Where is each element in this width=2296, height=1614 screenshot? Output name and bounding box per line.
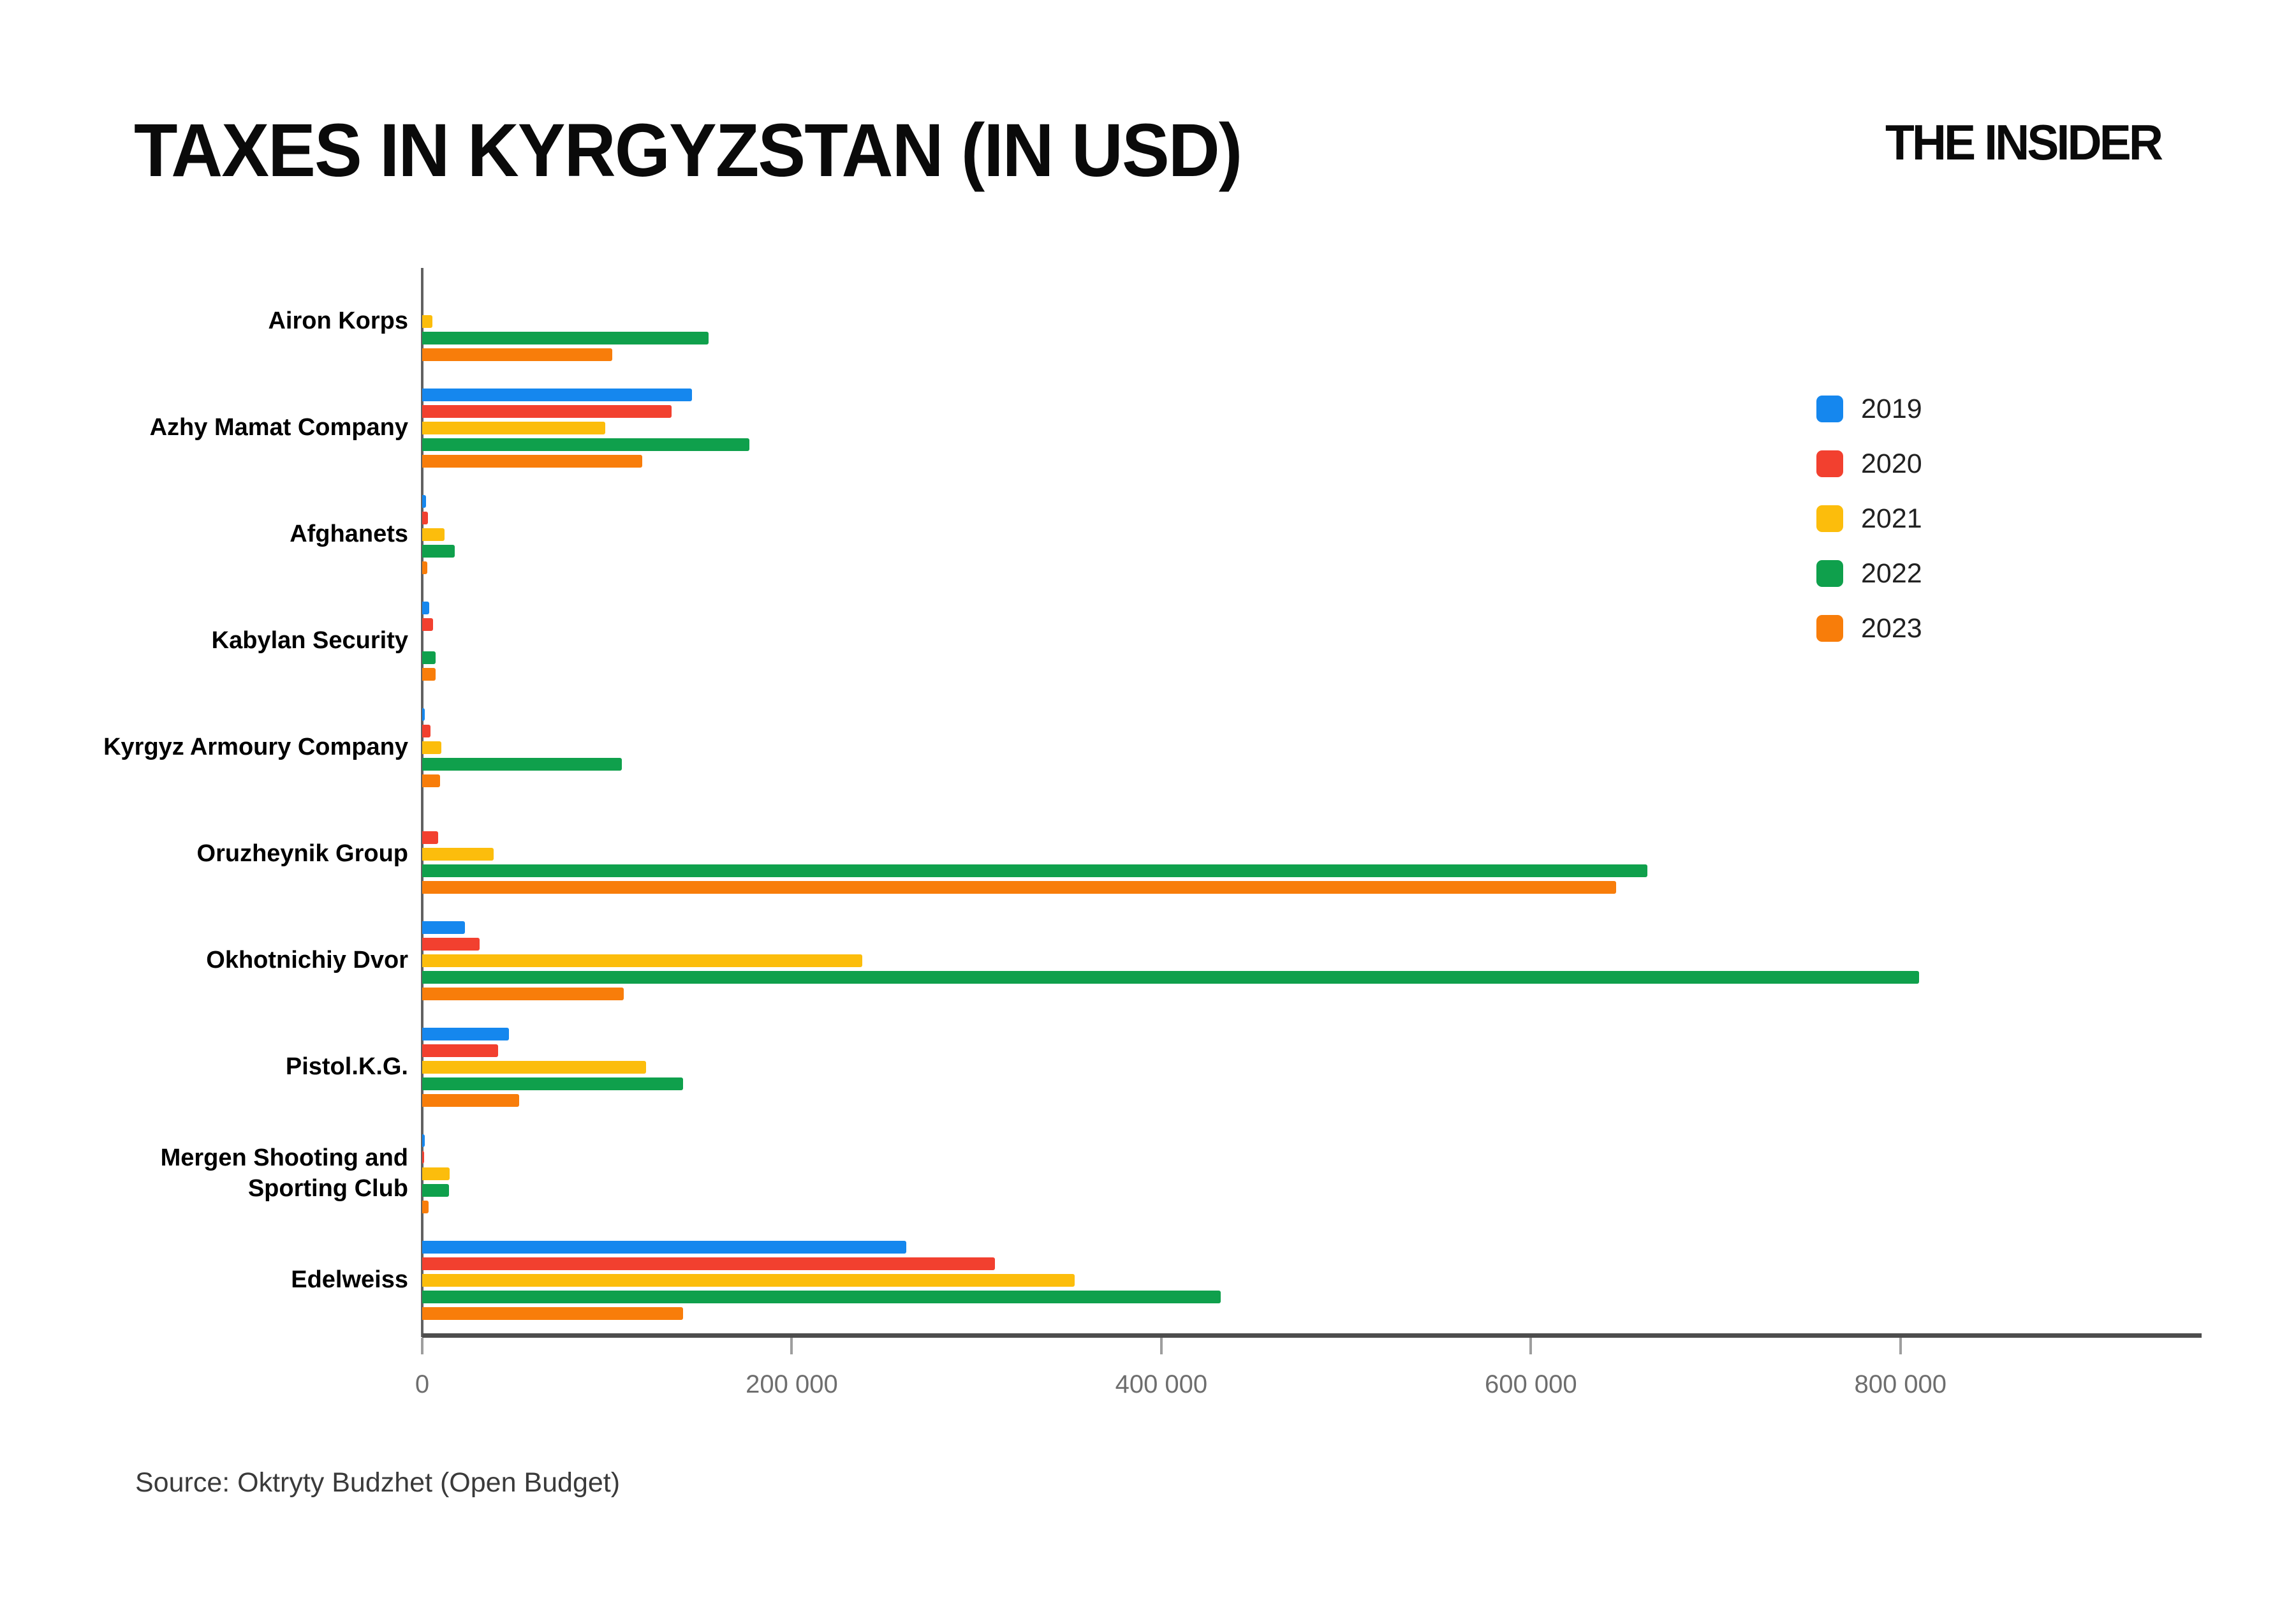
bar-2021 [422,528,445,541]
bar-2019 [422,494,426,508]
bar-2020 [422,1257,996,1270]
bar-2022 [422,651,436,664]
bar-2020 [422,404,672,418]
bar-2022 [422,438,749,451]
x-tick [1899,1338,1902,1354]
legend-label: 2020 [1861,448,1922,479]
y-axis-line [421,268,423,1337]
bar-2021 [422,421,605,434]
legend: 2019 2020 2021 2022 2023 [1816,381,1922,656]
legend-item-2019: 2019 [1816,381,1922,436]
bar-2022 [422,331,709,344]
legend-item-2020: 2020 [1816,436,1922,491]
bar-2023 [422,667,436,681]
bar-2020 [422,937,480,951]
bar-2021 [422,954,862,967]
category-label: Mergen Shooting and Sporting Club [160,1144,408,1202]
bar-2023 [422,987,624,1000]
x-axis-line [422,1333,2202,1338]
legend-item-2023: 2023 [1816,601,1922,656]
bar-2019 [422,1240,907,1254]
bar-2023 [422,348,613,361]
bar-2019 [422,601,429,614]
legend-label: 2019 [1861,393,1922,424]
bar-2021 [422,1060,646,1074]
x-tick-label: 200 000 [746,1370,838,1398]
bar-2022 [422,970,1919,984]
legend-item-2021: 2021 [1816,491,1922,546]
category-label: Oruzheynik Group [196,840,408,867]
x-tick-label: 400 000 [1115,1370,1208,1398]
source-note: Source: Oktryty Budzhet (Open Budget) [135,1467,621,1498]
bar-2022 [422,1077,683,1090]
bar-2020 [422,1150,424,1164]
x-tick-label: 600 000 [1485,1370,1577,1398]
bar-2023 [422,454,642,468]
bar-2020 [422,831,438,844]
x-tick [421,1338,423,1354]
x-tick [790,1338,793,1354]
bar-2019 [422,707,425,721]
bar-2021 [422,1273,1075,1287]
legend-label: 2021 [1861,503,1922,534]
legend-label: 2023 [1861,612,1922,644]
bar-2022 [422,1183,450,1197]
bar-2021 [422,847,494,861]
legend-label: 2022 [1861,558,1922,589]
page-title: TAXES IN KYRGYZSTAN (IN USD) [134,108,1242,193]
category-label: Kyrgyz Armoury Company [103,733,408,760]
bar-2023 [422,561,428,574]
bar-2021 [422,315,432,328]
bar-2020 [422,724,431,737]
bar-2022 [422,864,1647,877]
bar-2023 [422,1307,683,1320]
bar-2019 [422,388,692,401]
bar-2020 [422,511,429,524]
bar-2021 [422,1167,450,1180]
bar-2019 [422,1027,510,1040]
bar-2023 [422,880,1616,894]
legend-item-2022: 2022 [1816,546,1922,601]
category-label: Pistol.K.G. [285,1053,408,1080]
x-tick-label: 800 000 [1854,1370,1947,1398]
bar-2022 [422,1290,1221,1303]
legend-swatch-icon [1816,560,1843,587]
legend-swatch-icon [1816,450,1843,477]
x-tick [1529,1338,1533,1354]
bar-2020 [422,618,433,631]
bar-2022 [422,757,622,771]
bar-2023 [422,1200,429,1213]
brand-logo: THE INSIDER [1885,114,2163,170]
legend-swatch-icon [1816,505,1843,532]
bar-2023 [422,1093,520,1107]
bar-2022 [422,544,455,558]
x-tick [1159,1338,1163,1354]
category-label: Kabylan Security [211,626,408,654]
bar-2021 [422,741,441,754]
legend-swatch-icon [1816,615,1843,642]
legend-swatch-icon [1816,396,1843,422]
category-label: Azhy Mamat Company [149,413,408,441]
category-label: Okhotnichiy Dvor [206,946,408,974]
bar-2020 [422,1044,498,1057]
category-label: Airon Korps [268,307,408,334]
bar-2019 [422,921,465,934]
category-label: Edelweiss [291,1266,408,1293]
x-tick-label: 0 [415,1370,430,1398]
bar-2023 [422,774,440,787]
bar-2019 [422,1134,425,1147]
category-label: Afghanets [290,520,408,547]
